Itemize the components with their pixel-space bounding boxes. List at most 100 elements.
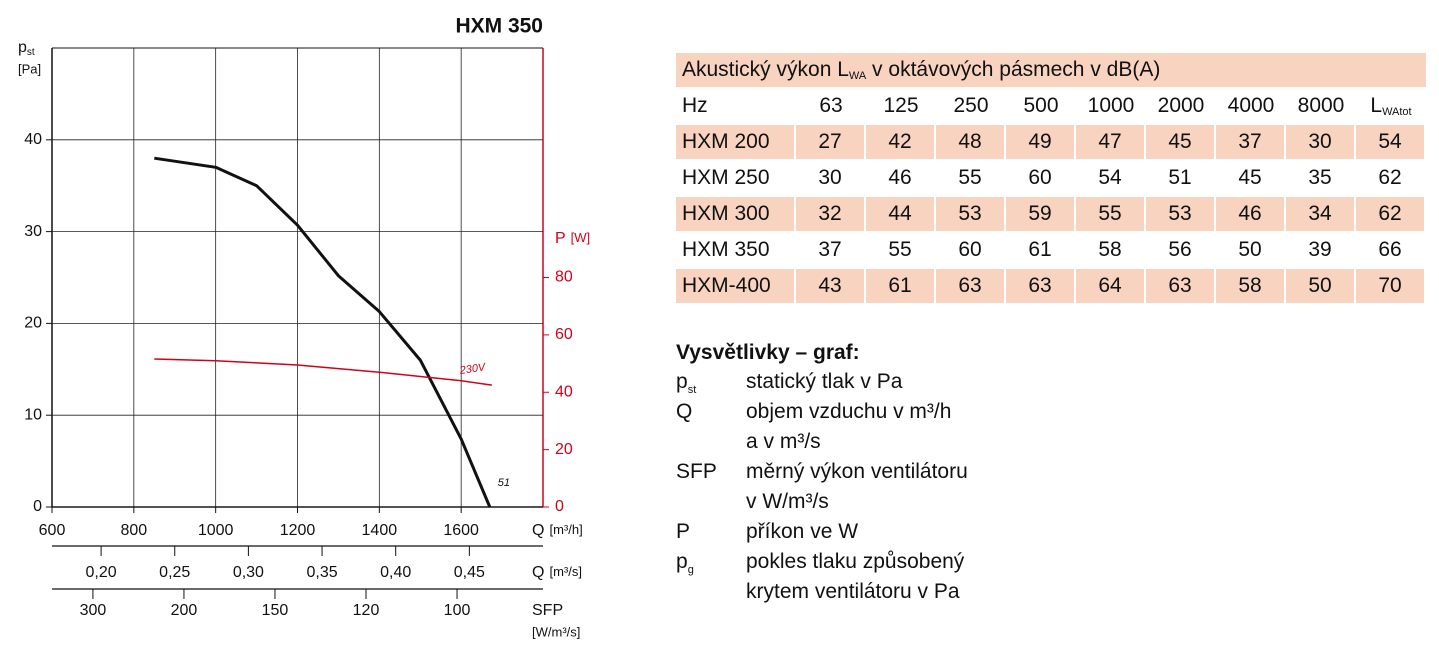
cell-value: 63 — [1028, 274, 1052, 297]
table-cell: 46 — [1216, 197, 1284, 231]
title-text: v oktávových pásmech v dB(A) — [866, 58, 1161, 81]
cell-value: 46 — [1238, 202, 1262, 225]
table-cell: 54 — [1356, 125, 1424, 159]
legend-line: krytem ventilátoru v Pa — [746, 580, 960, 603]
header-cell: 1000 — [1076, 89, 1146, 123]
row-label: HXM 200 — [682, 130, 770, 153]
table-cell: 60 — [1006, 161, 1074, 195]
table-cell: 42 — [866, 125, 934, 159]
symbol-text: p — [676, 550, 688, 573]
table-cell: 58 — [1076, 233, 1144, 267]
table-cell: 32 — [796, 197, 864, 231]
band-label: 8000 — [1297, 94, 1345, 117]
legend-symbol: Q — [676, 400, 692, 424]
cell-value: 50 — [1238, 238, 1262, 261]
table-cell: 46 — [866, 161, 934, 195]
series-label: 51 — [498, 477, 510, 489]
table-cell: 63 — [936, 269, 1004, 303]
legend-text: krytem ventilátoru v Pa — [746, 580, 960, 604]
title-text: Akustický výkon L — [682, 58, 849, 81]
symbol-text: Q — [676, 400, 693, 423]
legend-text: příkon ve W — [746, 520, 858, 544]
table-cell: 30 — [1286, 125, 1354, 159]
x-tick-label: 1000 — [198, 522, 234, 539]
x-tick-label: 1400 — [362, 522, 398, 539]
cell-value: 45 — [1238, 166, 1262, 189]
symbol-sub: g — [687, 564, 694, 576]
x3-tick-label: 300 — [80, 602, 107, 619]
table-cell: 47 — [1076, 125, 1144, 159]
legend-text: statický tlak v Pa — [746, 370, 902, 394]
cell-value: 30 — [1308, 130, 1332, 153]
legend-line: měrný výkon ventilátoru — [746, 460, 968, 483]
header-cell: 500 — [1006, 89, 1076, 123]
symbol-sub: st — [687, 384, 697, 396]
band-label: 4000 — [1227, 94, 1275, 117]
cell-value: 27 — [818, 130, 842, 153]
y-tick-label: 10 — [24, 406, 42, 423]
table-cell: 37 — [796, 233, 864, 267]
symbol-text: p — [676, 370, 688, 393]
table-cell: 60 — [936, 233, 1004, 267]
table-cell: 64 — [1076, 269, 1144, 303]
x2-axis-label: Q [m³/s] — [532, 564, 582, 581]
legend-title-text: Vysvětlivky – graf: — [676, 341, 860, 364]
table-cell: HXM-400 — [676, 269, 794, 303]
cell-value: 42 — [888, 130, 912, 153]
cell-value: 60 — [1028, 166, 1052, 189]
band-label: 125 — [883, 94, 919, 117]
cell-value: 55 — [958, 166, 982, 189]
y2-tick-label: 40 — [555, 383, 573, 400]
table-cell: 30 — [796, 161, 864, 195]
cell-value: 47 — [1098, 130, 1122, 153]
table-cell: 50 — [1216, 233, 1284, 267]
row-label: HXM 300 — [682, 202, 770, 225]
table-cell: 45 — [1146, 125, 1214, 159]
table-cell: 49 — [1006, 125, 1074, 159]
cell-value: 45 — [1168, 130, 1192, 153]
cell-value: 62 — [1378, 202, 1402, 225]
x2-tick-label: 0,25 — [159, 564, 190, 581]
table-cell: 43 — [796, 269, 864, 303]
table-cell: 63 — [1146, 269, 1214, 303]
total-symbol: L — [1370, 94, 1383, 117]
cell-value: 61 — [888, 274, 912, 297]
legend-title: Vysvětlivky – graf: — [676, 341, 860, 365]
x3-axis-label-unit: [W/m³/s] — [532, 624, 580, 639]
y-tick-label: 40 — [24, 131, 42, 148]
legend-symbol: pst — [676, 370, 696, 396]
y2-tick-label: 80 — [555, 269, 573, 286]
x-axis-label-unit: [m³/h] — [549, 522, 582, 537]
series-label: 230V — [458, 361, 488, 377]
cell-value: 62 — [1378, 166, 1402, 189]
table-cell: 54 — [1076, 161, 1144, 195]
x2-axis-label-unit: [m³/s] — [549, 564, 582, 579]
x-tick-label: 1600 — [443, 522, 479, 539]
cell-value: 63 — [958, 274, 982, 297]
legend-line: a v m³/s — [746, 430, 821, 453]
legend-text: a v m³/s — [746, 430, 821, 454]
x-tick-label: 800 — [120, 522, 147, 539]
y2-tick-label: 0 — [555, 498, 564, 515]
x-tick-label: 600 — [39, 522, 66, 539]
cell-value: 46 — [888, 166, 912, 189]
y-axis-label-sub: st — [27, 47, 35, 58]
table-cell: 63 — [1006, 269, 1074, 303]
table-cell: 70 — [1356, 269, 1424, 303]
cell-value: 58 — [1098, 238, 1122, 261]
band-label: 2000 — [1157, 94, 1205, 117]
x2-tick-label: 0,40 — [380, 564, 411, 581]
x2-tick-label: 0,20 — [86, 564, 117, 581]
cell-value: 61 — [1028, 238, 1052, 261]
table-cell: HXM 250 — [676, 161, 794, 195]
y-axis-label-symbol: p — [18, 39, 27, 56]
cell-value: 63 — [1168, 274, 1192, 297]
x3-axis-label-symbol: SFP — [532, 602, 563, 619]
cell-value: 54 — [1098, 166, 1122, 189]
row-label: HXM 350 — [682, 238, 770, 261]
band-label: 250 — [953, 94, 989, 117]
table-cell: 45 — [1216, 161, 1284, 195]
cell-value: 50 — [1308, 274, 1332, 297]
x-axis-label-symbol: Q — [532, 522, 544, 539]
